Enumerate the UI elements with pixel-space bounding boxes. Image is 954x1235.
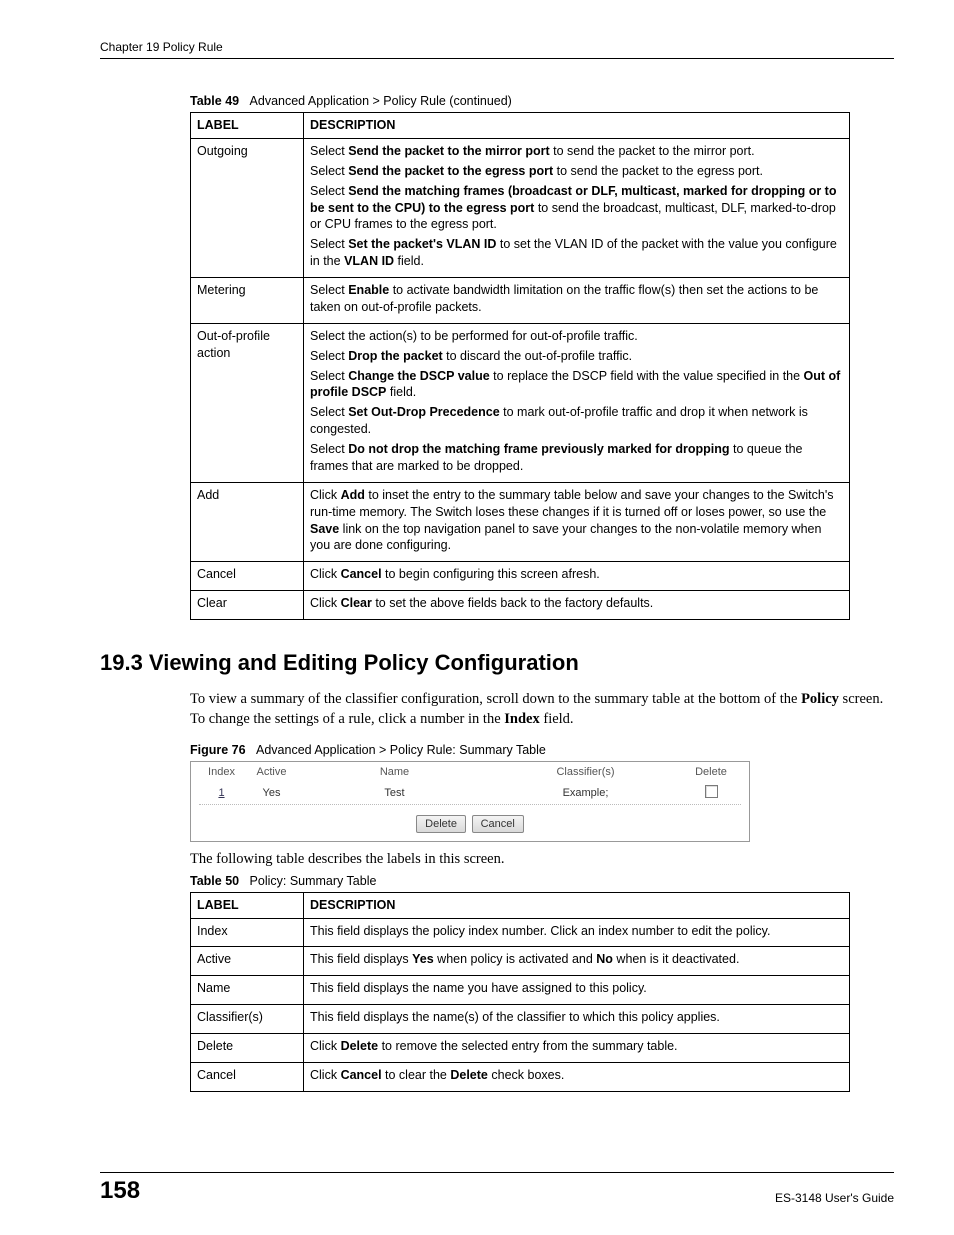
figure76-data-row: 1 Yes Test Example; xyxy=(199,782,741,805)
desc-paragraph: Click Delete to remove the selected entr… xyxy=(310,1038,843,1055)
table50-head-desc: DESCRIPTION xyxy=(304,892,850,918)
label-cell: Active xyxy=(191,947,304,976)
table50-number: Table 50 xyxy=(190,874,239,888)
desc-paragraph: This field displays the name(s) of the c… xyxy=(310,1009,843,1026)
after-figure-text: The following table describes the labels… xyxy=(190,850,894,870)
table-row: Active This field displays Yes when polic… xyxy=(191,947,850,976)
label-cell: Out-of-profile action xyxy=(191,323,304,482)
figure76-row-name: Test xyxy=(299,787,490,799)
desc-paragraph: Click Cancel to begin configuring this s… xyxy=(310,566,843,583)
table-row: Cancel Click Cancel to clear the Delete c… xyxy=(191,1062,850,1091)
label-cell: Clear xyxy=(191,591,304,620)
desc-cell: Select the action(s) to be performed for… xyxy=(304,323,850,482)
table-row: Out-of-profile action Select the action(s… xyxy=(191,323,850,482)
figure76-head-row: Index Active Name Classifier(s) Delete xyxy=(191,762,749,782)
figure76-row-index[interactable]: 1 xyxy=(199,787,244,799)
label-cell: Metering xyxy=(191,278,304,324)
desc-cell: This field displays the policy index num… xyxy=(304,918,850,947)
page-number: 158 xyxy=(100,1177,140,1205)
figure76-head-delete: Delete xyxy=(681,766,741,778)
desc-paragraph: This field displays Yes when policy is a… xyxy=(310,951,843,968)
desc-cell: Click Cancel to begin configuring this s… xyxy=(304,562,850,591)
table49-caption-text: Advanced Application > Policy Rule (cont… xyxy=(250,94,512,108)
label-cell: Index xyxy=(191,918,304,947)
table50-caption: Table 50 Policy: Summary Table xyxy=(190,874,894,888)
desc-paragraph: Click Clear to set the above fields back… xyxy=(310,595,843,612)
table49-head-desc: DESCRIPTION xyxy=(304,113,850,139)
label-cell: Add xyxy=(191,482,304,562)
desc-paragraph: Select Drop the packet to discard the ou… xyxy=(310,348,843,365)
table49-head-label: LABEL xyxy=(191,113,304,139)
index-bold: Index xyxy=(504,711,539,727)
figure76-screenshot: Index Active Name Classifier(s) Delete 1… xyxy=(190,761,750,842)
figure76-head-active: Active xyxy=(244,766,299,778)
table49-number: Table 49 xyxy=(190,94,239,108)
section-body-1: To view a summary of the classifier conf… xyxy=(190,690,894,729)
table50: LABEL DESCRIPTION Index This field displa… xyxy=(190,892,850,1092)
figure76-head-name: Name xyxy=(299,766,490,778)
desc-cell: This field displays the name you have as… xyxy=(304,976,850,1005)
table-row: Delete Click Delete to remove the selecte… xyxy=(191,1034,850,1063)
table50-caption-text: Policy: Summary Table xyxy=(250,874,377,888)
section-body-text-1: To view a summary of the classifier conf… xyxy=(190,691,801,707)
guide-name: ES-3148 User's Guide xyxy=(775,1191,894,1205)
desc-paragraph: Select the action(s) to be performed for… xyxy=(310,328,843,345)
table-row: AddClick Add to inset the entry to the s… xyxy=(191,482,850,562)
label-cell: Cancel xyxy=(191,1062,304,1091)
policy-bold: Policy xyxy=(801,691,839,707)
table49-caption: Table 49 Advanced Application > Policy R… xyxy=(190,94,894,108)
chapter-header: Chapter 19 Policy Rule xyxy=(100,40,894,59)
table-row: MeteringSelect Enable to activate bandwi… xyxy=(191,278,850,324)
desc-paragraph: Select Set the packet's VLAN ID to set t… xyxy=(310,236,843,270)
label-cell: Classifier(s) xyxy=(191,1005,304,1034)
table-row: Index This field displays the policy inde… xyxy=(191,918,850,947)
desc-paragraph: Select Send the matching frames (broadca… xyxy=(310,183,843,234)
desc-paragraph: Select Do not drop the matching frame pr… xyxy=(310,441,843,475)
figure76-row-classifiers: Example; xyxy=(490,787,681,799)
figure76-caption: Figure 76 Advanced Application > Policy … xyxy=(190,743,894,757)
page-footer: 158 ES-3148 User's Guide xyxy=(100,1172,894,1205)
section-body-text-1e: field. xyxy=(540,711,574,727)
desc-paragraph: Select Enable to activate bandwidth limi… xyxy=(310,282,843,316)
figure76-button-row: Delete Cancel xyxy=(191,815,749,833)
desc-paragraph: This field displays the name you have as… xyxy=(310,980,843,997)
table-row: Classifier(s) This field displays the nam… xyxy=(191,1005,850,1034)
desc-cell: This field displays Yes when policy is a… xyxy=(304,947,850,976)
figure76-caption-text: Advanced Application > Policy Rule: Summ… xyxy=(256,743,546,757)
label-cell: Outgoing xyxy=(191,138,304,277)
desc-paragraph: Select Send the packet to the egress por… xyxy=(310,163,843,180)
desc-cell: Click Clear to set the above fields back… xyxy=(304,591,850,620)
label-cell: Cancel xyxy=(191,562,304,591)
table-row: Clear Click Clear to set the above fields… xyxy=(191,591,850,620)
label-cell: Delete xyxy=(191,1034,304,1063)
figure76-delete-checkbox[interactable] xyxy=(705,785,718,798)
label-cell: Name xyxy=(191,976,304,1005)
desc-paragraph: Select Set Out-Drop Precedence to mark o… xyxy=(310,404,843,438)
desc-cell: Click Cancel to clear the Delete check b… xyxy=(304,1062,850,1091)
desc-paragraph: Click Cancel to clear the Delete check b… xyxy=(310,1067,843,1084)
desc-paragraph: Select Change the DSCP value to replace … xyxy=(310,368,843,402)
table-row: Name This field displays the name you hav… xyxy=(191,976,850,1005)
table50-head-label: LABEL xyxy=(191,892,304,918)
figure76-delete-button[interactable]: Delete xyxy=(416,815,466,833)
figure76-row-active: Yes xyxy=(244,787,299,799)
table-row: Outgoing Select Send the packet to the mi… xyxy=(191,138,850,277)
desc-cell: Click Delete to remove the selected entr… xyxy=(304,1034,850,1063)
table49: LABEL DESCRIPTION OutgoingSelect Send th… xyxy=(190,112,850,620)
figure76-head-classifiers: Classifier(s) xyxy=(490,766,681,778)
desc-paragraph: This field displays the policy index num… xyxy=(310,923,843,940)
desc-cell: Click Add to inset the entry to the summ… xyxy=(304,482,850,562)
desc-cell: Select Enable to activate bandwidth limi… xyxy=(304,278,850,324)
desc-cell: This field displays the name(s) of the c… xyxy=(304,1005,850,1034)
desc-paragraph: Select Send the packet to the mirror por… xyxy=(310,143,843,160)
figure76-row-delete xyxy=(681,785,741,801)
desc-paragraph: Click Add to inset the entry to the summ… xyxy=(310,487,843,555)
section-title: 19.3 Viewing and Editing Policy Configur… xyxy=(100,650,894,676)
desc-cell: Select Send the packet to the mirror por… xyxy=(304,138,850,277)
table-row: Cancel Click Cancel to begin configuring … xyxy=(191,562,850,591)
figure76-cancel-button[interactable]: Cancel xyxy=(472,815,524,833)
figure76-number: Figure 76 xyxy=(190,743,246,757)
figure76-head-index: Index xyxy=(199,766,244,778)
